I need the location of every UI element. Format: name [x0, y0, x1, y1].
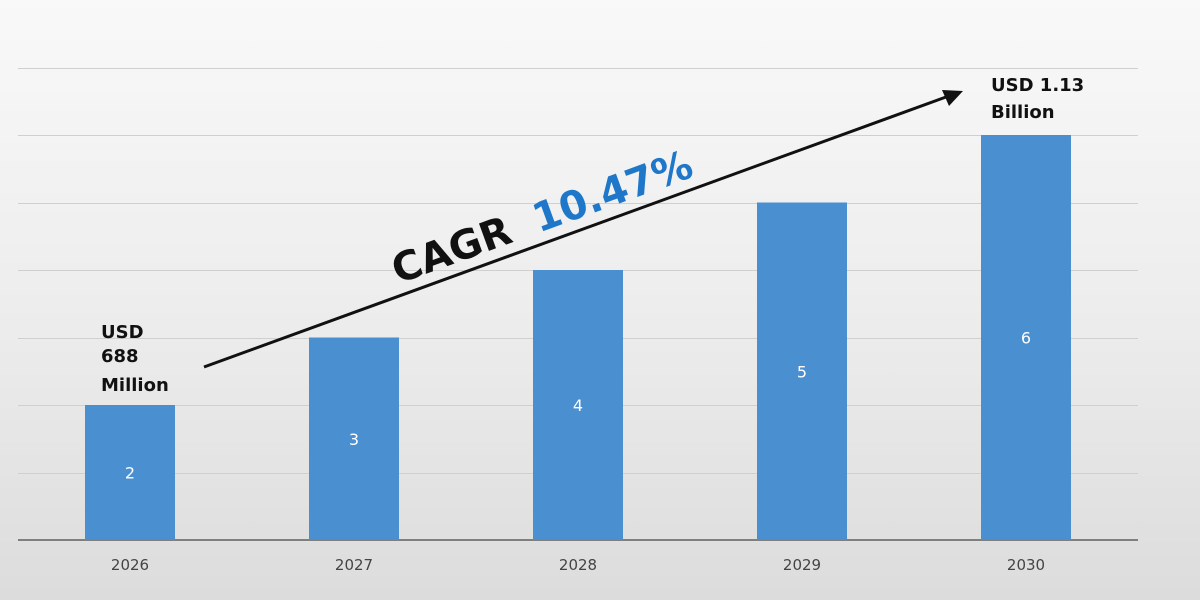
- start-annotation-line-1: USD: [101, 322, 144, 343]
- start-annotation: USD 688 Million: [101, 322, 169, 396]
- gridlines: [18, 68, 1138, 541]
- x-tick-label-2026: 2026: [111, 556, 149, 574]
- trend-arrow-head: [942, 90, 963, 106]
- start-annotation-line-3: Million: [101, 375, 169, 396]
- bar-2028: [533, 270, 623, 540]
- trend-arrow-line: [203, 95, 947, 369]
- bar-value-label-2030: 6: [1021, 329, 1031, 348]
- end-annotation-line-1: USD 1.13: [991, 75, 1084, 96]
- cagr-value: 10.47%: [527, 142, 699, 242]
- bar-2026: [85, 405, 175, 540]
- bar-2027: [309, 337, 399, 540]
- bar-2029: [757, 202, 847, 540]
- start-annotation-line-2: 688: [101, 346, 139, 367]
- end-annotation: USD 1.13 Billion: [991, 75, 1084, 123]
- bar-value-label-2027: 3: [349, 430, 359, 449]
- cagr-prefix: CAGR: [386, 203, 531, 293]
- bar-value-label-2029: 5: [797, 362, 807, 381]
- bar-value-label-2028: 4: [573, 396, 583, 415]
- end-annotation-line-2: Billion: [991, 102, 1055, 123]
- x-tick-label-2027: 2027: [335, 556, 373, 574]
- bar-value-label-2026: 2: [125, 464, 135, 483]
- x-tick-label-2030: 2030: [1007, 556, 1045, 574]
- x-tick-label-2028: 2028: [559, 556, 597, 574]
- x-tick-label-2029: 2029: [783, 556, 821, 574]
- trend-arrow: [203, 90, 963, 369]
- bar-2030: [981, 135, 1071, 540]
- labels: 2 2026 3 2027 4 2028 5 2029 6 2030: [111, 329, 1045, 575]
- bars: [85, 135, 1071, 540]
